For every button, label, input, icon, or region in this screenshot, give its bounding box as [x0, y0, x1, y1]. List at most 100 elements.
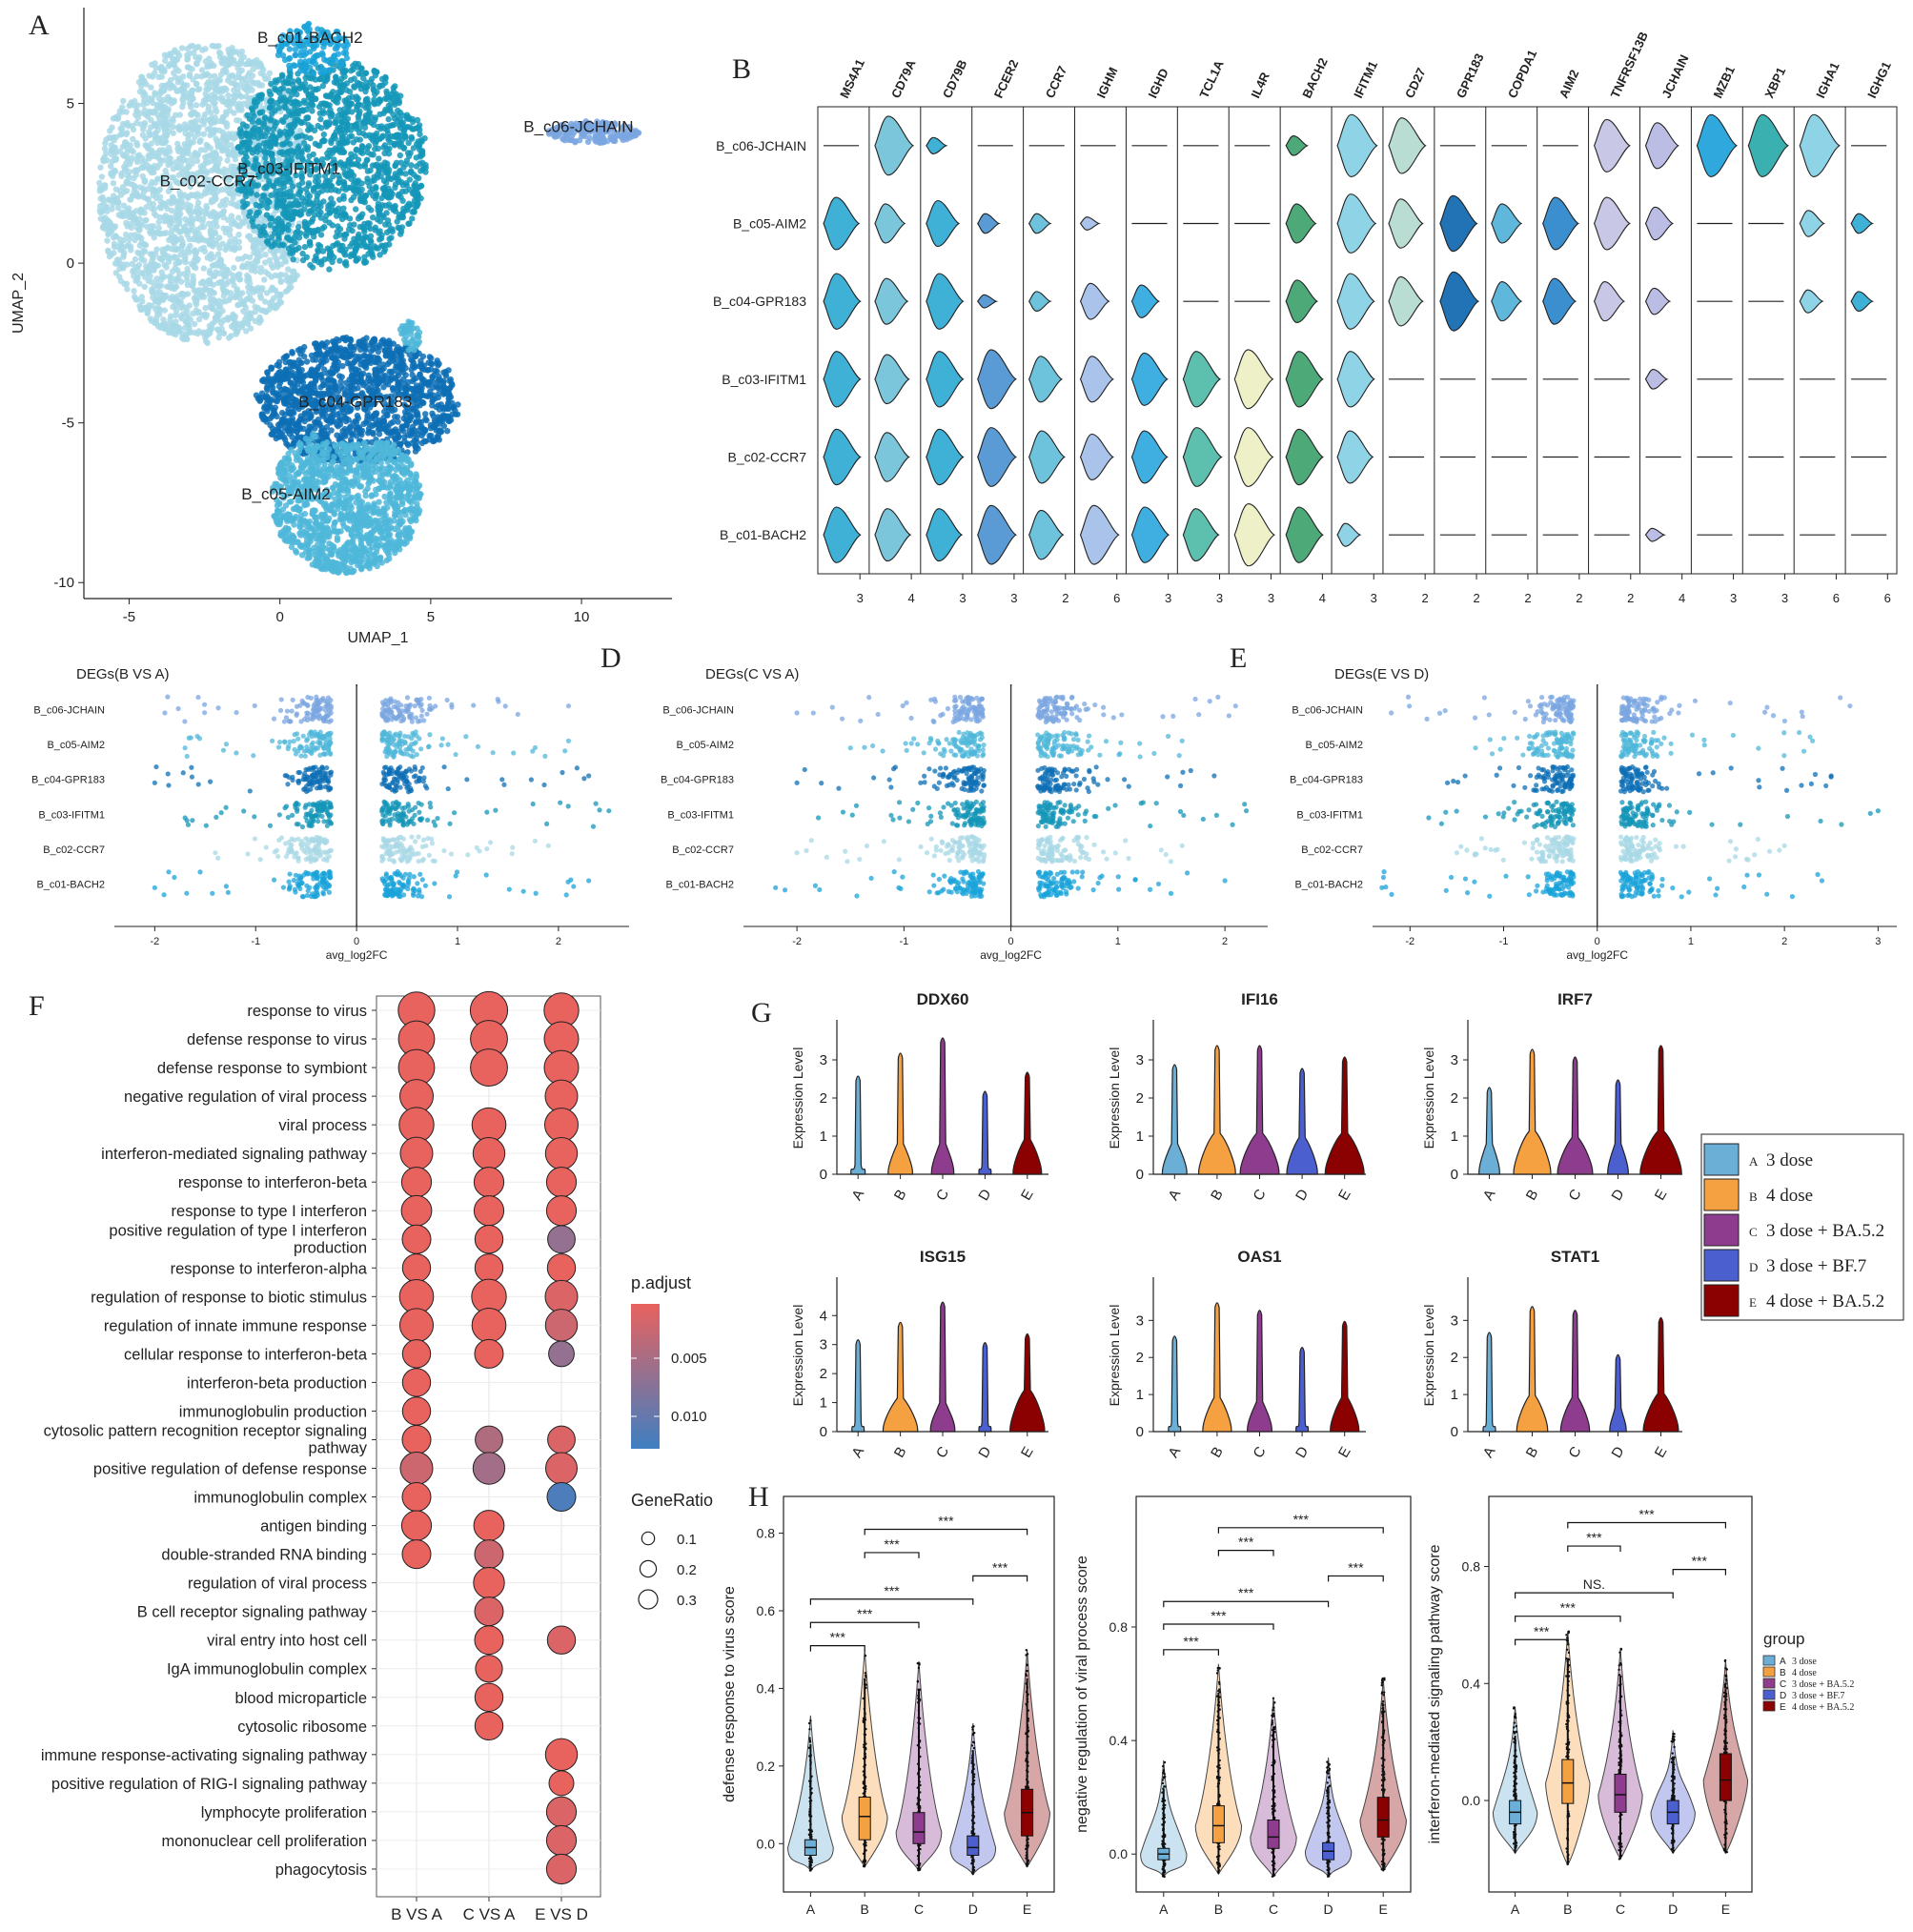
umap-point — [184, 147, 192, 153]
umap-point — [267, 92, 275, 98]
umap-point — [359, 211, 366, 217]
panel-label-a: A — [29, 10, 50, 41]
umap-point — [364, 416, 371, 422]
umap-point — [309, 108, 315, 114]
umap-point — [172, 234, 178, 241]
umap-point — [365, 100, 372, 108]
umap-point — [418, 149, 426, 156]
umap-point — [173, 163, 180, 170]
umap-point — [274, 304, 280, 311]
umap-point — [141, 283, 148, 291]
umap-point — [361, 259, 368, 266]
umap-point — [181, 291, 189, 297]
umap-point — [164, 205, 171, 212]
umap-point — [202, 91, 209, 97]
umap-point — [351, 235, 357, 242]
umap-point — [341, 252, 349, 258]
umap-point — [206, 322, 214, 330]
umap-point — [200, 114, 208, 121]
umap-point — [333, 234, 339, 240]
umap-point — [331, 52, 338, 59]
umap-point — [188, 104, 194, 111]
umap-point — [386, 107, 393, 113]
umap-point — [385, 115, 392, 123]
umap-point — [257, 232, 264, 239]
umap-point — [307, 64, 314, 71]
umap-point — [307, 99, 315, 107]
umap-point — [131, 174, 137, 182]
umap-point — [221, 166, 228, 173]
umap-point — [191, 320, 198, 328]
umap-point — [331, 132, 337, 139]
umap-point — [297, 52, 304, 59]
umap-point — [372, 146, 378, 153]
umap-point — [295, 78, 302, 86]
umap-point — [294, 209, 300, 216]
umap-points — [96, 20, 642, 577]
umap-point — [151, 267, 157, 274]
umap-point — [257, 295, 265, 301]
umap-point — [265, 197, 272, 205]
umap-point — [143, 223, 151, 231]
umap-point — [200, 121, 207, 128]
umap-point — [193, 117, 199, 124]
umap-point — [254, 258, 261, 265]
umap-point — [397, 152, 403, 159]
umap-point — [225, 92, 232, 99]
umap-point — [322, 178, 330, 185]
umap-point — [213, 153, 219, 159]
umap-point — [118, 170, 125, 177]
umap-point — [237, 129, 245, 135]
umap-point — [373, 69, 380, 75]
umap-point — [143, 266, 150, 273]
umap-point — [336, 179, 342, 187]
umap-point — [261, 276, 268, 283]
umap-point — [397, 214, 404, 221]
umap-point — [285, 266, 292, 273]
umap-point — [348, 344, 356, 351]
umap-point — [161, 274, 168, 280]
umap-point — [189, 218, 195, 225]
umap-point — [151, 234, 157, 241]
umap-point — [111, 149, 117, 155]
umap-point — [126, 235, 132, 243]
umap-point — [156, 161, 163, 168]
umap-point — [209, 42, 215, 50]
umap-point — [266, 256, 274, 264]
umap-point — [169, 55, 176, 62]
umap-point — [138, 73, 146, 81]
umap-point — [149, 302, 155, 310]
umap-point — [243, 193, 250, 200]
umap-point — [234, 275, 242, 281]
umap-point — [283, 190, 290, 196]
umap-point — [234, 86, 241, 92]
umap-point — [380, 177, 388, 184]
umap-point — [134, 234, 142, 240]
umap-point — [284, 287, 291, 294]
umap-point — [417, 131, 423, 138]
umap-point — [174, 145, 181, 153]
umap-point — [185, 135, 192, 143]
umap-point — [249, 118, 256, 125]
umap-point — [128, 243, 134, 251]
umap-point — [395, 107, 401, 114]
umap-point — [334, 213, 340, 219]
umap-point — [367, 167, 374, 173]
umap-point — [244, 112, 251, 119]
umap-point — [176, 229, 183, 235]
umap-point — [214, 143, 221, 151]
umap-point — [175, 68, 182, 74]
umap-point — [286, 140, 294, 148]
umap-point — [257, 61, 264, 69]
umap-point — [296, 100, 303, 108]
umap-point — [194, 43, 202, 51]
umap-point — [351, 221, 357, 228]
umap-point — [343, 80, 351, 87]
umap-point — [101, 153, 108, 161]
umap-point — [355, 102, 361, 110]
umap-point — [120, 261, 127, 268]
umap-point — [216, 245, 223, 252]
umap-point — [195, 215, 203, 222]
umap-point — [368, 207, 375, 214]
umap-point — [406, 220, 413, 227]
